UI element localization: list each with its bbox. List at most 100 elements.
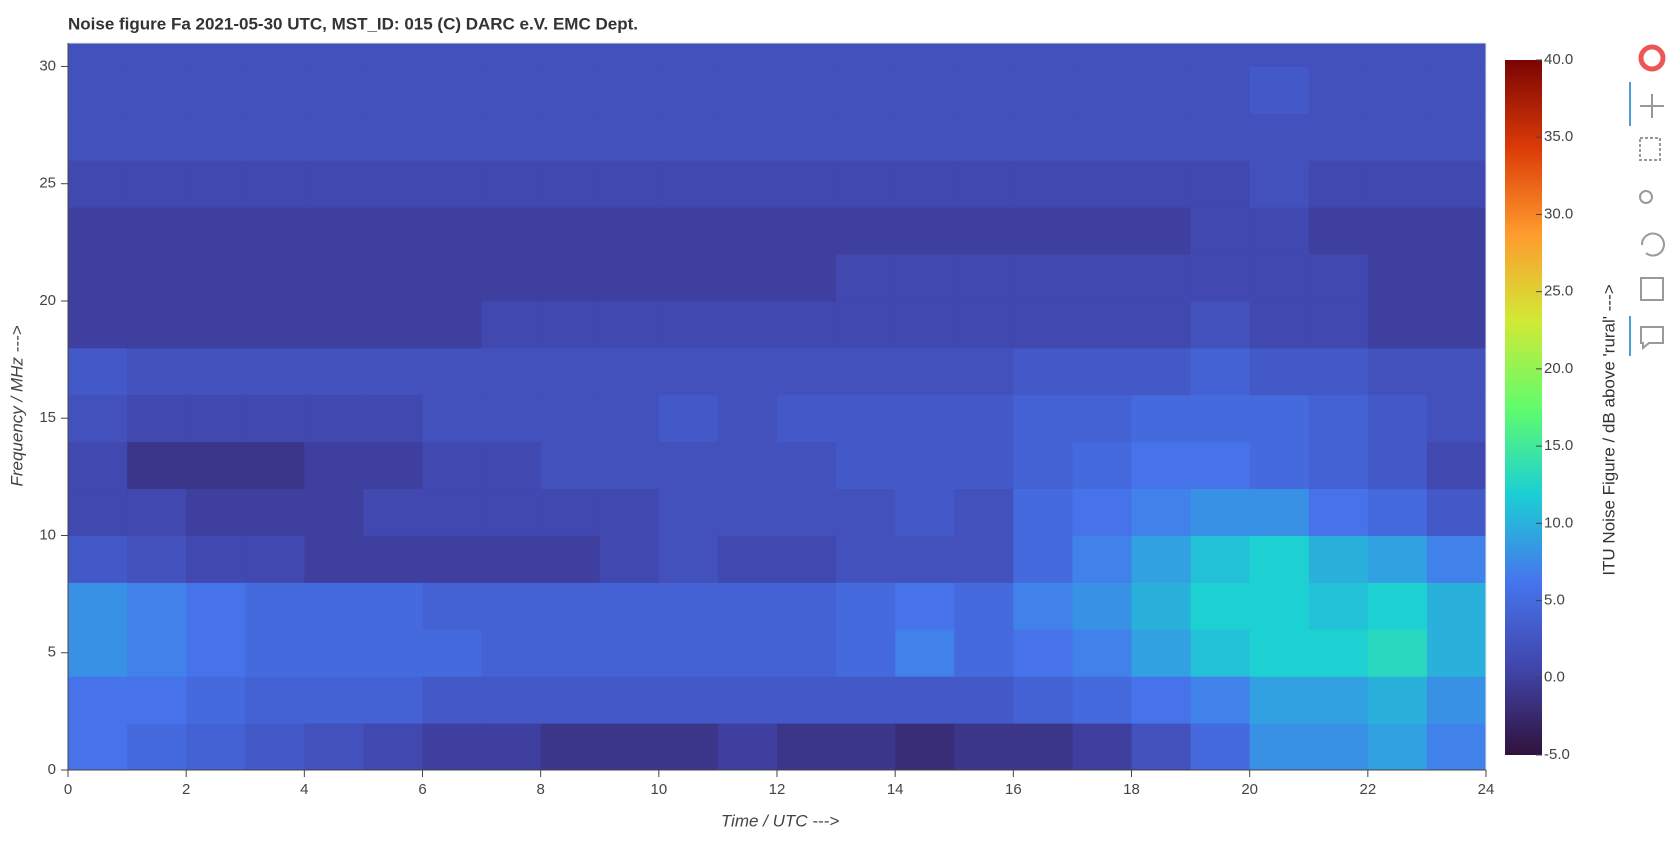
colorbar-tick-label: 25.0 [1544,283,1573,300]
heatmap-cell [1426,300,1487,349]
heatmap-cell [658,254,719,302]
heatmap-cell [1072,488,1132,536]
heatmap-cell [836,254,896,302]
heatmap-cell [1426,723,1487,771]
heatmap-cell [599,535,660,583]
heatmap-cell [422,535,483,583]
heatmap-cell [658,300,719,349]
heatmap-cell [127,66,187,114]
save-tool[interactable] [1640,277,1664,301]
heatmap-cell [836,629,896,677]
heatmap-cell [1426,113,1487,161]
heatmap-cell [599,441,660,490]
heatmap-cell [717,441,778,490]
heatmap-cell [1190,347,1251,396]
heatmap-cell [1013,300,1073,349]
heatmap-cell [895,207,955,255]
heatmap-cell [68,394,128,443]
heatmap-cell [481,535,542,583]
hover-tool[interactable] [1640,326,1664,351]
heatmap-cell [777,113,837,161]
heatmap-cell [363,113,423,161]
heatmap-cell [1308,535,1369,583]
x-tick-label: 12 [769,781,786,798]
wheel-zoom-tool[interactable] [1639,190,1653,204]
heatmap-cell [658,347,719,396]
heatmap-cell [717,347,778,396]
heatmap-cell [1072,535,1132,583]
heatmap-cell [1131,43,1192,67]
heatmap-cell [1308,582,1369,630]
heatmap-cell [1131,535,1192,583]
heatmap-cell [186,629,246,677]
heatmap-cell [599,160,660,208]
heatmap-cell [422,723,483,771]
reset-tool[interactable] [1640,232,1665,257]
heatmap-cell [186,66,246,114]
x-axis-label: Time / UTC ---> [721,811,839,830]
heatmap-cell [599,582,660,630]
heatmap-cell [777,160,837,208]
heatmap-cell [1013,582,1073,630]
heatmap-cell [1426,254,1487,302]
y-tick-label: 10 [39,526,56,543]
heatmap-cell [599,113,660,161]
heatmap-cell [363,43,423,67]
heatmap-cell [1190,66,1251,114]
heatmap-cell [540,535,601,583]
heatmap-cell [68,113,128,161]
heatmap-cell [1367,66,1428,114]
heatmap-cell [245,629,305,677]
heatmap-cell [1249,347,1310,396]
heatmap-cell [954,394,1014,443]
heatmap-cell [186,43,246,67]
heatmap-cell [245,535,305,583]
heatmap-cell [777,723,837,771]
heatmap-cell [895,113,955,161]
heatmap-cell [1013,723,1073,771]
heatmap-cell [1190,394,1251,443]
heatmap-cell [540,113,601,161]
y-tick-label: 5 [48,644,56,661]
heatmap-cell [245,66,305,114]
heatmap-cell [481,254,542,302]
heatmap-cell [1426,676,1487,724]
heatmap-cell [599,66,660,114]
heatmap-cell [1249,723,1310,771]
colorbar-tick-label: 10.0 [1544,514,1573,531]
heatmap-cell [1072,43,1132,67]
heatmap-cell [717,43,778,67]
heatmap-cell [599,207,660,255]
box-zoom-tool[interactable] [1639,137,1661,161]
heatmap-cell [1367,441,1428,490]
heatmap-cell [1308,676,1369,724]
heatmap-cell [1426,582,1487,630]
heatmap-cell [481,629,542,677]
heatmap-cell [422,347,483,396]
heatmap-cell [186,676,246,724]
heatmap-cell [422,43,483,67]
heatmap-cell [895,441,955,490]
heatmap-cell [481,66,542,114]
heatmap-cell [68,488,128,536]
pan-tool[interactable] [1640,94,1664,118]
heatmap-cell [1072,723,1132,771]
heatmap-cell [777,300,837,349]
heatmap-cell [1308,43,1369,67]
x-tick-label: 16 [1005,781,1022,798]
heatmap-cell [422,582,483,630]
heatmap-cell [717,160,778,208]
heatmap-cell [954,300,1014,349]
heatmap-cell [1131,441,1192,490]
heatmap-cell [1367,254,1428,302]
heatmap-cell [68,629,128,677]
heatmap-cell [836,441,896,490]
heatmap-cell [363,629,423,677]
heatmap-cell [363,394,423,443]
heatmap-cell [1131,254,1192,302]
heatmap-cell [363,66,423,114]
heatmap-cell [245,582,305,630]
heatmap-cell [777,207,837,255]
heatmap-cell [186,113,246,161]
heatmap-cell [658,676,719,724]
